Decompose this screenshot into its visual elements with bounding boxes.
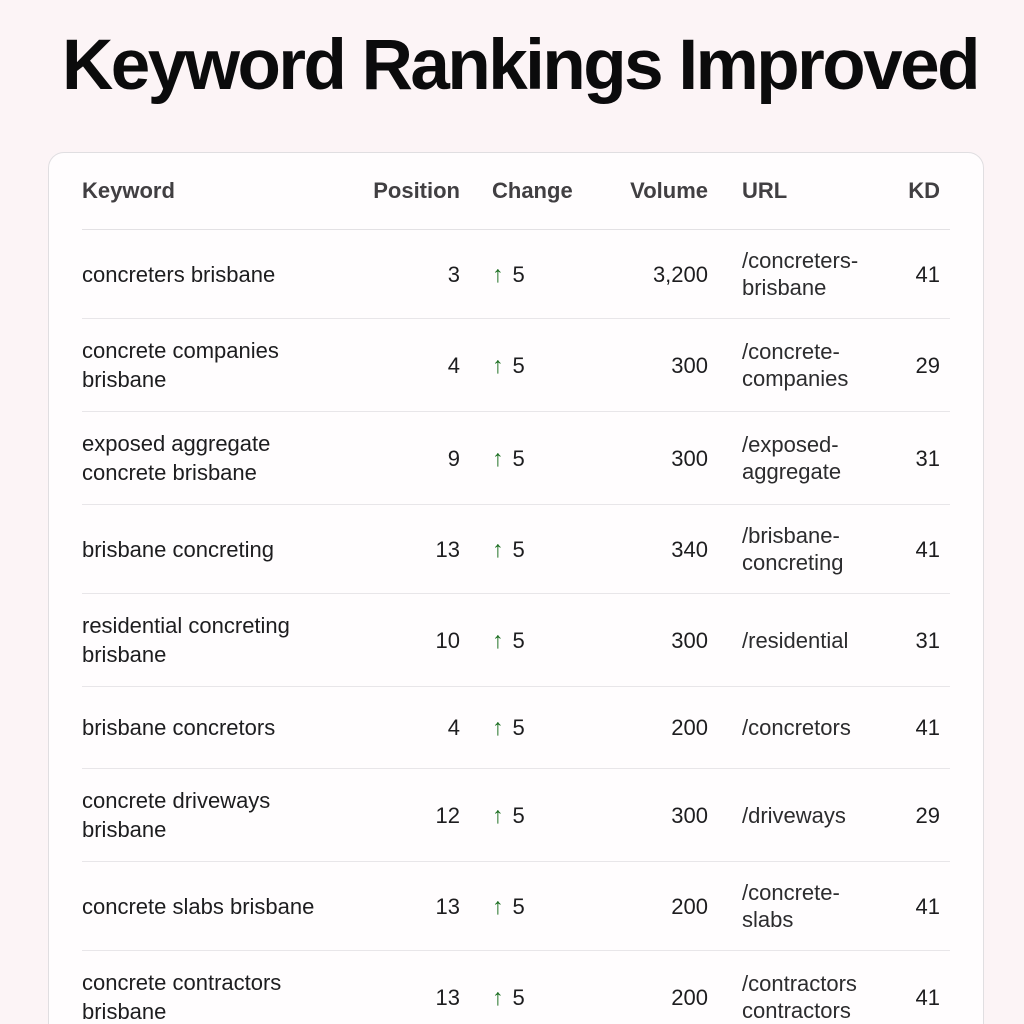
volume-cell: 300: [671, 627, 708, 653]
up-arrow-icon: ↑: [492, 714, 504, 741]
change-cell: ↑ 5: [460, 518, 584, 581]
url-cell: /concretors: [742, 715, 851, 741]
change-cell: ↑ 5: [460, 966, 584, 1024]
change-cell: ↑ 5: [460, 696, 584, 759]
kd-cell: 41: [915, 261, 940, 287]
keyword-cell: concreters brisbane: [82, 261, 276, 287]
keyword-cell: concrete slabs brisbane: [82, 893, 315, 919]
position-cell: 12: [435, 802, 460, 828]
position-cell: 9: [447, 445, 460, 471]
url-cell: /concrete-slabs: [742, 880, 840, 933]
up-arrow-icon: ↑: [492, 260, 504, 287]
table-row: concrete slabs brisbane 13 ↑ 5 200 /concr…: [82, 862, 950, 952]
volume-cell: 3,200: [652, 261, 708, 287]
volume-cell: 200: [671, 715, 708, 741]
kd-cell: 41: [915, 715, 940, 741]
header-kd: KD: [908, 178, 940, 204]
volume-cell: 300: [671, 352, 708, 378]
volume-cell: 200: [671, 984, 708, 1010]
position-cell: 10: [435, 627, 460, 653]
table-body: concreters brisbane 3 ↑ 5 3,200 /concrete…: [82, 230, 950, 1024]
up-arrow-icon: ↑: [492, 626, 504, 653]
table-row: concrete contractors brisbane 13 ↑ 5 200 …: [82, 951, 950, 1024]
kd-cell: 41: [915, 893, 940, 919]
keyword-cell: brisbane concretors: [82, 715, 276, 741]
kd-cell: 41: [915, 984, 940, 1010]
keyword-cell: concrete companies brisbane: [82, 338, 279, 393]
url-cell: /concreters-brisbane: [742, 248, 859, 301]
change-value: 5: [512, 352, 525, 378]
up-arrow-icon: ↑: [492, 444, 504, 471]
change-cell: ↑ 5: [460, 609, 584, 672]
up-arrow-icon: ↑: [492, 892, 504, 919]
table-row: concreters brisbane 3 ↑ 5 3,200 /concrete…: [82, 230, 950, 320]
change-value: 5: [512, 715, 525, 741]
header-url: URL: [742, 178, 788, 204]
change-cell: ↑ 5: [460, 334, 584, 397]
url-cell: /residential: [742, 627, 849, 653]
kd-cell: 41: [915, 536, 940, 562]
table-header-row: Keyword Position Change Volume URL KD: [82, 153, 950, 231]
url-cell: /contractors contractors: [742, 971, 857, 1024]
table-row: brisbane concreting 13 ↑ 5 340 /brisbane-…: [82, 505, 950, 595]
header-change: Change: [492, 178, 573, 204]
volume-cell: 300: [671, 445, 708, 471]
change-cell: ↑ 5: [460, 784, 584, 847]
header-position: Position: [373, 178, 460, 204]
keyword-cell: residential concreting brisbane: [82, 613, 290, 668]
kd-cell: 31: [915, 445, 940, 471]
change-cell: ↑ 5: [460, 243, 584, 306]
position-cell: 4: [447, 715, 460, 741]
header-keyword: Keyword: [82, 178, 175, 204]
change-cell: ↑ 5: [460, 427, 584, 490]
url-cell: /driveways: [742, 802, 846, 828]
kd-cell: 29: [915, 802, 940, 828]
volume-cell: 300: [671, 802, 708, 828]
up-arrow-icon: ↑: [492, 535, 504, 562]
position-cell: 13: [435, 984, 460, 1010]
table-row: concrete driveways brisbane 12 ↑ 5 300 /d…: [82, 769, 950, 863]
position-cell: 4: [447, 352, 460, 378]
keyword-cell: concrete driveways brisbane: [82, 788, 271, 843]
up-arrow-icon: ↑: [492, 983, 504, 1010]
keyword-cell: brisbane concreting: [82, 536, 275, 562]
kd-cell: 31: [915, 627, 940, 653]
url-cell: /exposed-aggregate: [742, 432, 842, 485]
up-arrow-icon: ↑: [492, 351, 504, 378]
position-cell: 3: [447, 261, 460, 287]
volume-cell: 200: [671, 893, 708, 919]
url-cell: /concrete-companies: [742, 339, 849, 392]
position-cell: 13: [435, 536, 460, 562]
change-value: 5: [512, 984, 525, 1010]
table-row: concrete companies brisbane 4 ↑ 5 300 /co…: [82, 319, 950, 413]
page-title: Keyword Rankings Improved: [62, 26, 980, 105]
change-value: 5: [512, 802, 525, 828]
table-row: brisbane concretors 4 ↑ 5 200 /concretors…: [82, 687, 950, 770]
change-value: 5: [512, 536, 525, 562]
change-value: 5: [512, 261, 525, 287]
keyword-cell: concrete contractors brisbane: [82, 970, 282, 1024]
rankings-table-card: Keyword Position Change Volume URL KD co…: [48, 152, 984, 1024]
change-value: 5: [512, 893, 525, 919]
volume-cell: 340: [671, 536, 708, 562]
table-row: residential concreting brisbane 10 ↑ 5 30…: [82, 594, 950, 688]
change-value: 5: [512, 445, 525, 471]
header-volume: Volume: [630, 178, 708, 204]
up-arrow-icon: ↑: [492, 801, 504, 828]
kd-cell: 29: [915, 352, 940, 378]
keyword-cell: exposed aggregate concrete brisbane: [82, 431, 271, 486]
table-row: exposed aggregate concrete brisbane 9 ↑ 5…: [82, 412, 950, 506]
url-cell: /brisbane-concreting: [742, 523, 844, 576]
position-cell: 13: [435, 893, 460, 919]
change-cell: ↑ 5: [460, 875, 584, 938]
change-value: 5: [512, 627, 525, 653]
